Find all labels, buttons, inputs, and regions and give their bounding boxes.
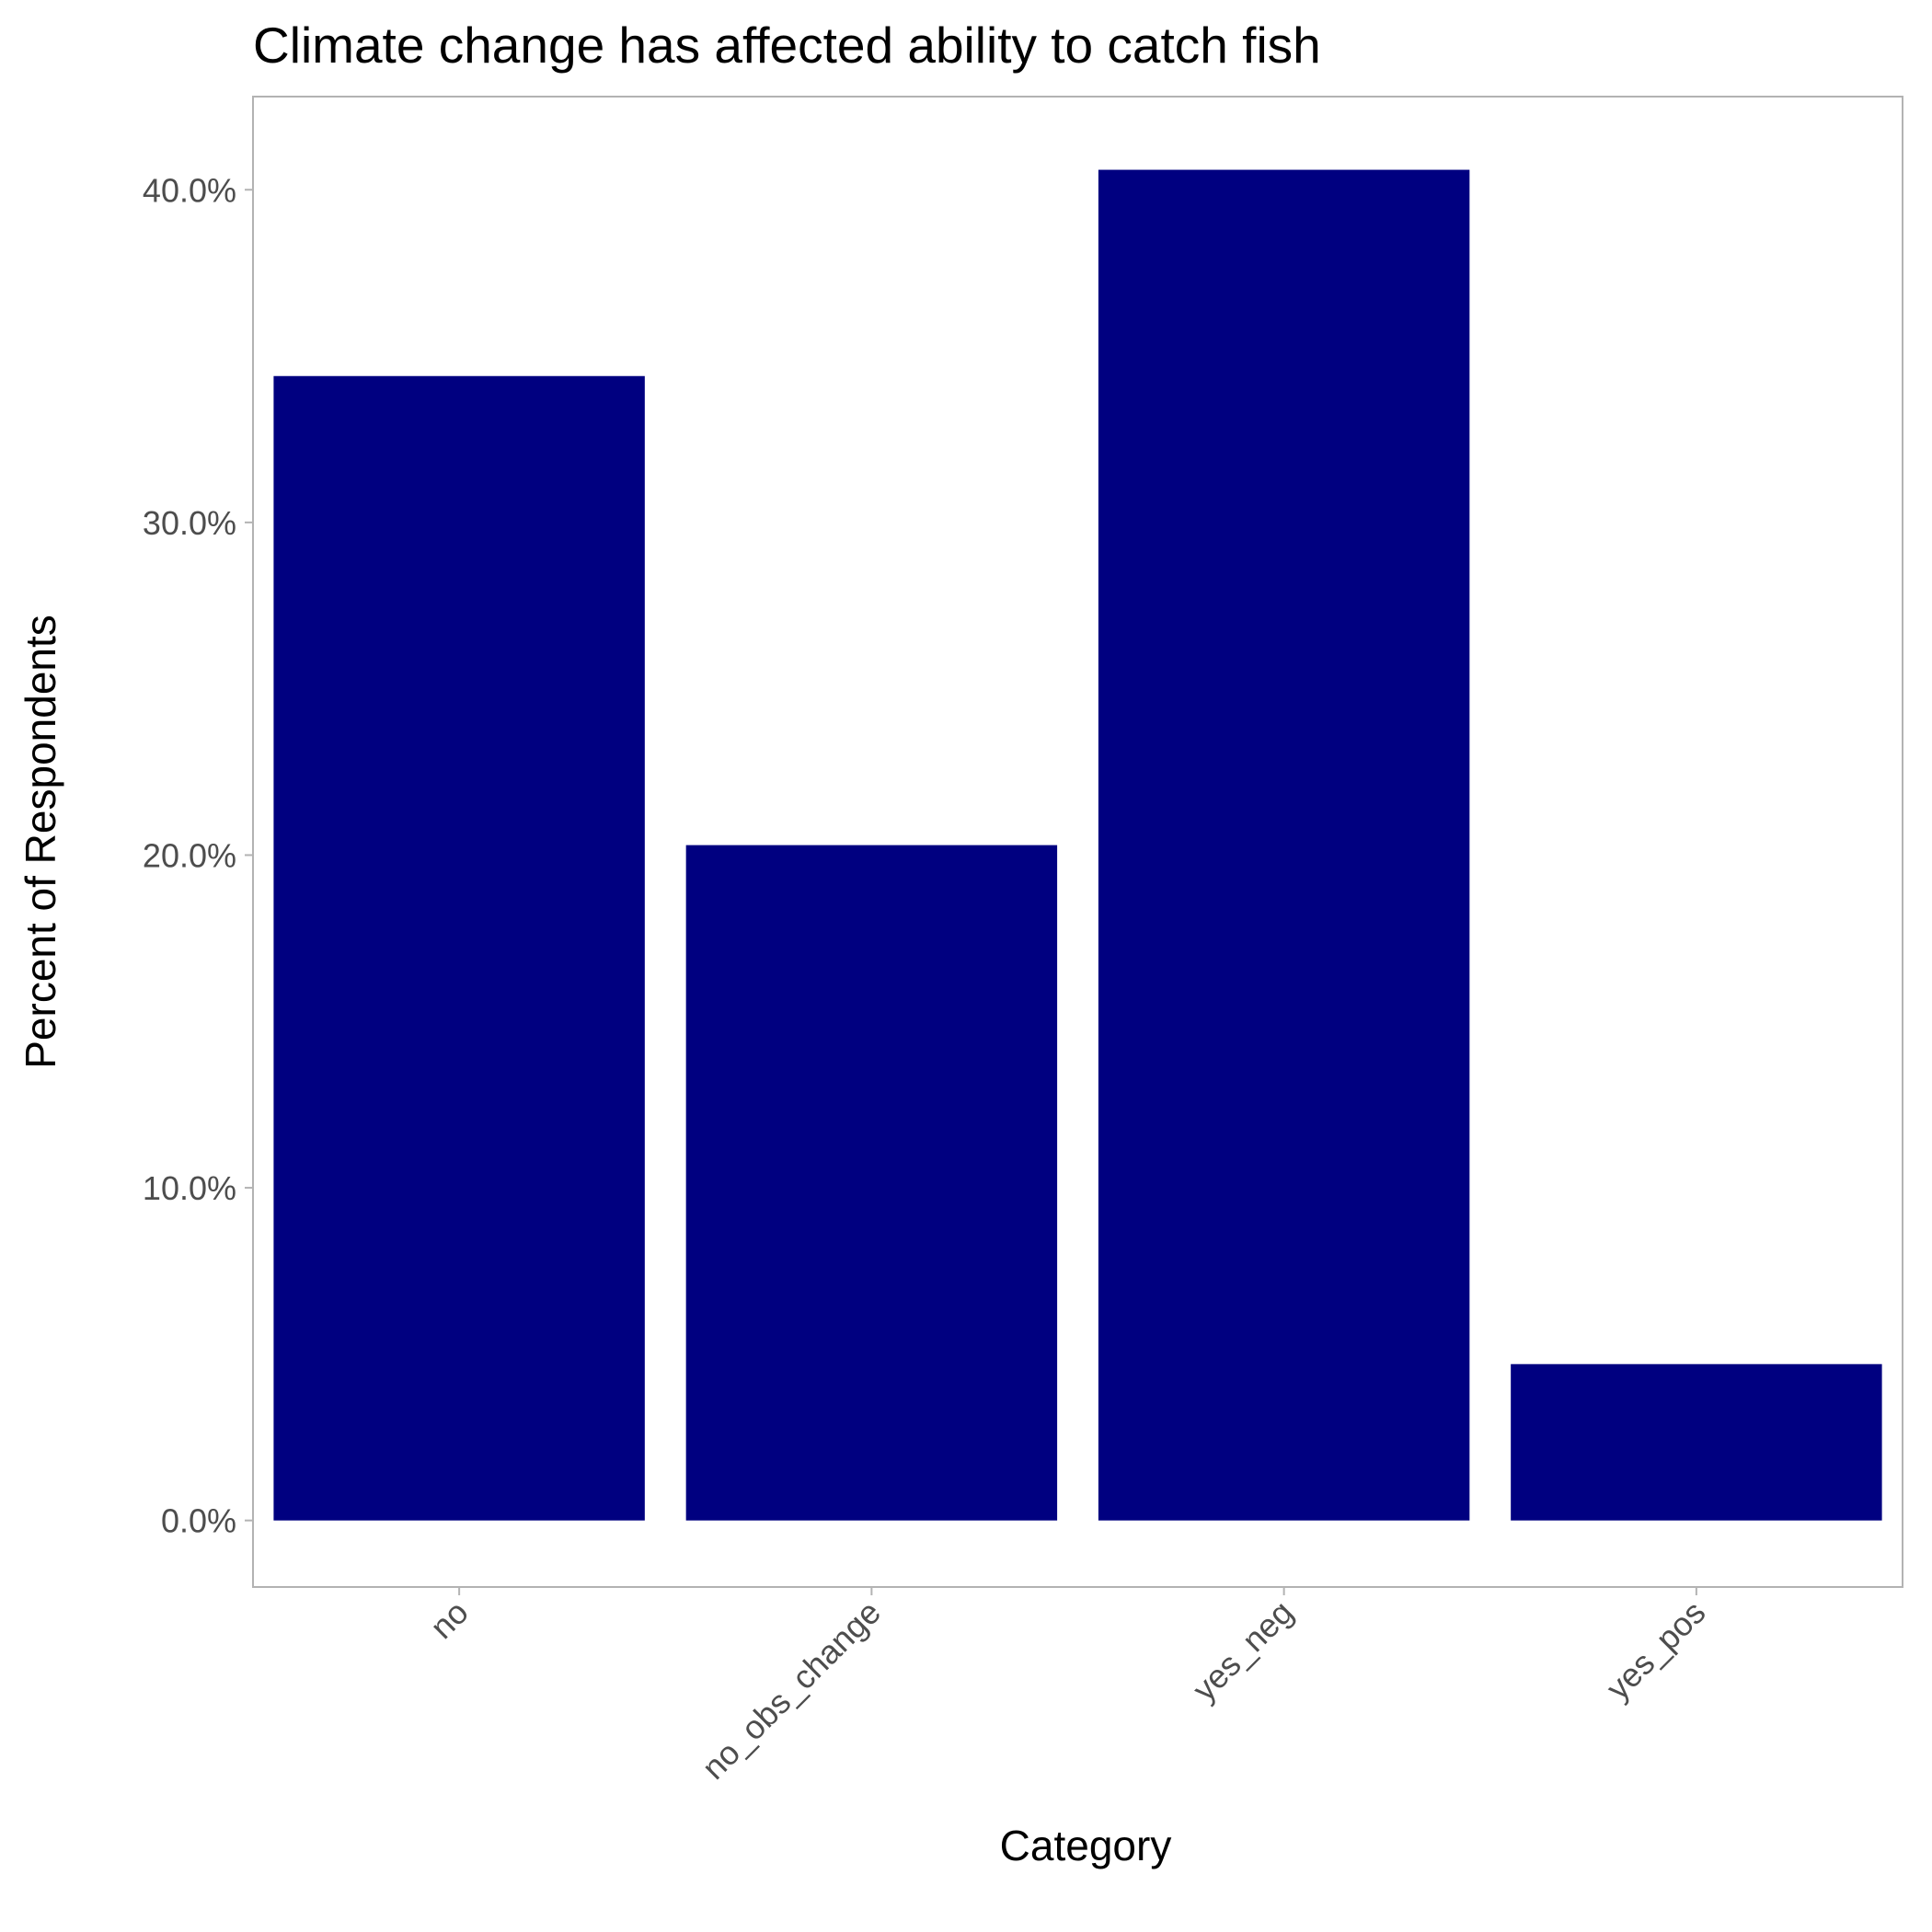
y-tick-label: 0.0% [161,1502,236,1540]
y-axis: 0.0% 10.0% 20.0% 30.0% 40.0% [143,171,253,1540]
y-tick-label: 40.0% [143,171,236,209]
y-tick-label: 10.0% [143,1169,236,1207]
x-axis-title: Category [1000,1822,1172,1869]
y-axis-title: Percent of Respondents [17,615,64,1069]
y-tick-label: 20.0% [143,836,236,874]
chart-title: Climate change has affected ability to c… [253,17,1321,74]
bar-no-obs-change [685,845,1058,1521]
bar-no [273,375,645,1521]
plot-panel-border [252,96,1903,1588]
bars-layer [273,169,1882,1521]
bar-yes-neg [1098,169,1470,1521]
bar-yes-pos [1511,1363,1882,1521]
y-tick-label: 30.0% [143,504,236,542]
